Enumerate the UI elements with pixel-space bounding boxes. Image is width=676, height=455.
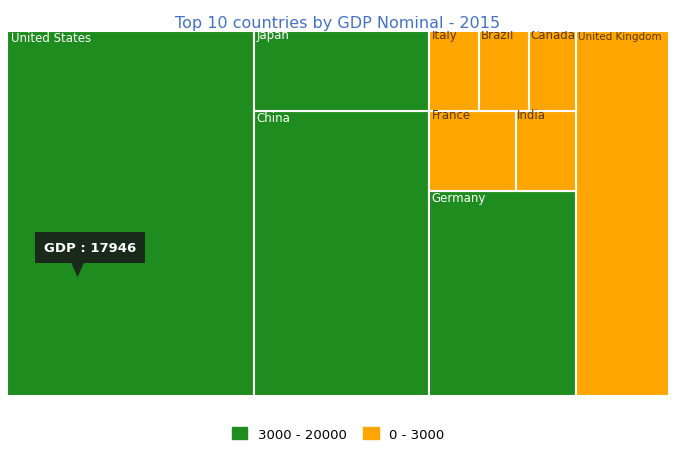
- Bar: [429, 192, 577, 396]
- Bar: [429, 32, 479, 112]
- Bar: [7, 32, 254, 396]
- Text: Italy: Italy: [431, 29, 457, 41]
- Text: Canada: Canada: [530, 29, 575, 41]
- Bar: [254, 112, 429, 396]
- Text: China: China: [256, 112, 291, 125]
- Bar: [429, 112, 516, 192]
- Polygon shape: [70, 261, 85, 278]
- Text: Japan: Japan: [256, 29, 289, 41]
- Bar: [479, 32, 529, 112]
- Text: Top 10 countries by GDP Nominal - 2015: Top 10 countries by GDP Nominal - 2015: [176, 16, 500, 31]
- Text: India: India: [517, 108, 546, 121]
- Text: GDP : 17946: GDP : 17946: [44, 241, 136, 254]
- Text: France: France: [431, 108, 470, 121]
- Text: United Kingdom: United Kingdom: [578, 32, 661, 42]
- Bar: [254, 32, 429, 112]
- Bar: [577, 32, 669, 396]
- Legend: 3000 - 20000, 0 - 3000: 3000 - 20000, 0 - 3000: [226, 422, 450, 446]
- FancyBboxPatch shape: [35, 232, 145, 263]
- Bar: [516, 112, 577, 192]
- Bar: [529, 32, 577, 112]
- Text: United States: United States: [11, 32, 91, 45]
- Text: Germany: Germany: [431, 192, 486, 205]
- Text: Brazil: Brazil: [481, 29, 514, 41]
